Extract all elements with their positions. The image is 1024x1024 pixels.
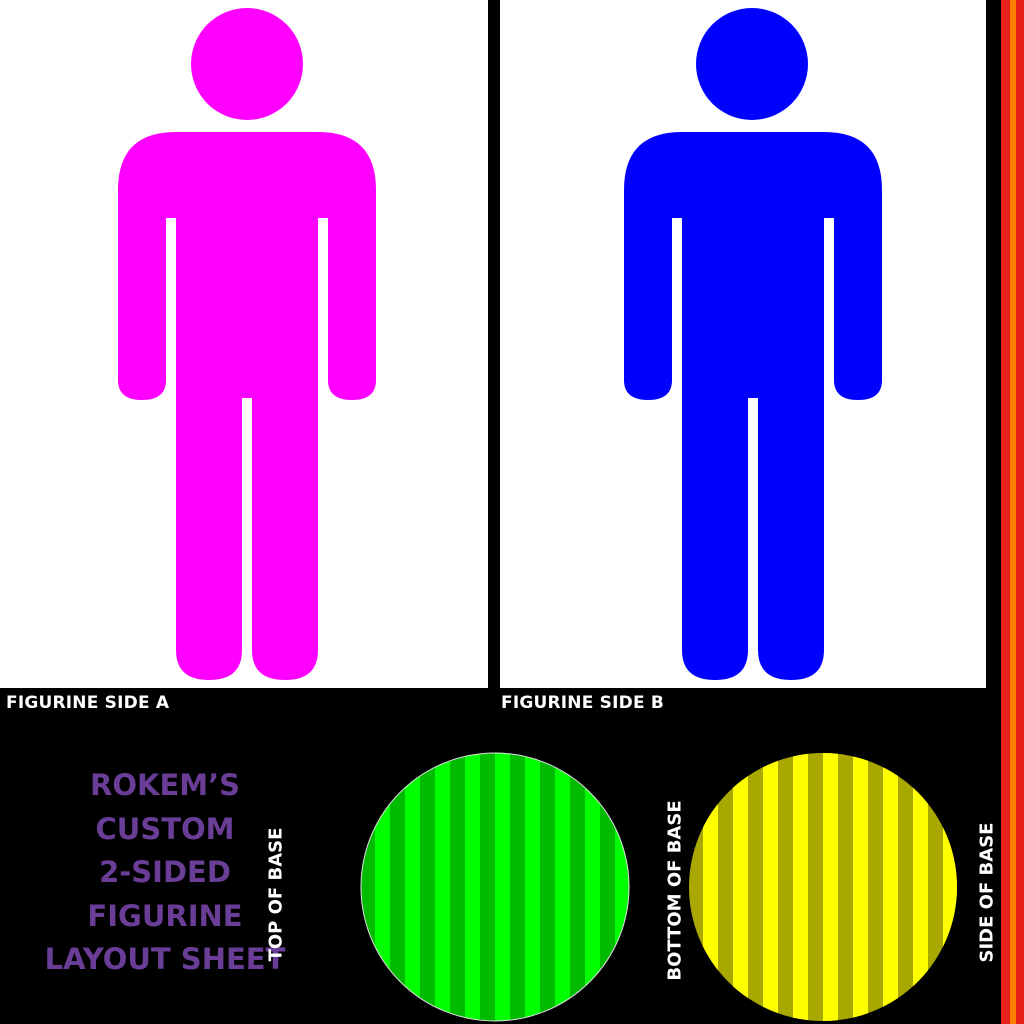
figurine-side-b-label: FIGURINE SIDE B xyxy=(501,693,665,713)
stripe xyxy=(913,753,928,1021)
figure-b-body xyxy=(624,132,882,680)
stripe xyxy=(585,753,600,1021)
top-of-base-circle xyxy=(360,752,630,1022)
figurine-side-a-panel xyxy=(0,0,488,688)
stripe xyxy=(703,753,718,1021)
figurine-side-a-label: FIGURINE SIDE A xyxy=(6,693,170,713)
stripe xyxy=(465,753,480,1021)
stripe xyxy=(883,753,898,1021)
title-line: ROKEM’S xyxy=(89,768,241,802)
person-icon xyxy=(118,8,376,680)
figure-b-head xyxy=(696,8,808,120)
stripe xyxy=(615,753,629,1021)
side-of-base-label: SIDE OF BASE xyxy=(976,822,998,963)
stripe xyxy=(763,753,778,1021)
stripe xyxy=(853,753,868,1021)
title-line: LAYOUT SHEET xyxy=(44,942,286,976)
figurine-side-b-panel xyxy=(500,0,986,688)
stripe xyxy=(405,753,420,1021)
title-line: 2-SIDED xyxy=(99,855,231,889)
stripe xyxy=(943,753,957,1021)
stripe xyxy=(733,753,748,1021)
figure-a-head xyxy=(191,8,303,120)
stripe xyxy=(525,753,540,1021)
bottom-of-base-label: BOTTOM OF BASE xyxy=(664,800,686,981)
stripe xyxy=(555,753,570,1021)
top-of-base-label: TOP OF BASE xyxy=(265,827,287,962)
side-of-base-strip xyxy=(1001,0,1024,1024)
title-line: CUSTOM xyxy=(95,811,235,846)
stripe xyxy=(823,753,838,1021)
title-line: FIGURINE xyxy=(87,898,243,933)
stripe xyxy=(435,753,450,1021)
figure-a-body xyxy=(118,132,376,680)
bottom-of-base-circle xyxy=(689,753,957,1021)
person-icon xyxy=(624,8,882,680)
stripe xyxy=(495,753,510,1021)
stripe xyxy=(375,753,390,1021)
sheet-title: ROKEM’S CUSTOM 2-SIDED FIGURINE LAYOUT S… xyxy=(20,764,310,982)
stripe xyxy=(793,753,808,1021)
